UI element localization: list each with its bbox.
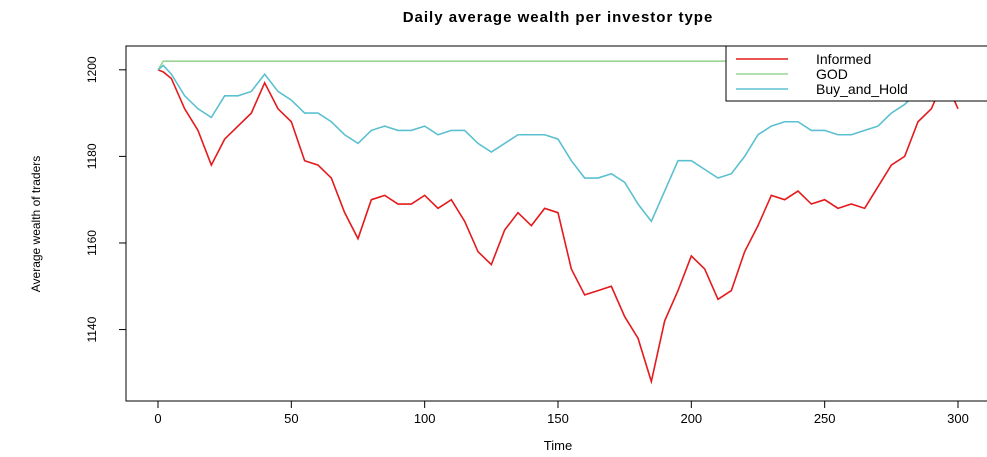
x-tick-label: 300 [947, 411, 969, 426]
x-axis-label: Time [544, 438, 572, 453]
legend-label: Informed [816, 51, 871, 67]
x-tick-label: 50 [284, 411, 298, 426]
x-tick-label: 150 [547, 411, 569, 426]
x-tick-label: 250 [814, 411, 836, 426]
legend-label: Buy_and_Hold [816, 81, 908, 97]
x-tick-label: 0 [154, 411, 161, 426]
y-tick-label: 1180 [85, 143, 99, 169]
series-line [157, 69, 959, 385]
chart-title: Daily average wealth per investor type [403, 9, 714, 26]
legend-label: GOD [816, 66, 848, 82]
series-line [157, 64, 959, 223]
y-tick-label: 1140 [85, 316, 99, 342]
y-tick-label: 1200 [85, 56, 99, 83]
y-tick-label: 1160 [85, 230, 99, 256]
y-axis-label: Average wealth of traders [29, 156, 43, 293]
x-tick-label: 100 [414, 411, 436, 426]
x-tick-label: 200 [680, 411, 702, 426]
